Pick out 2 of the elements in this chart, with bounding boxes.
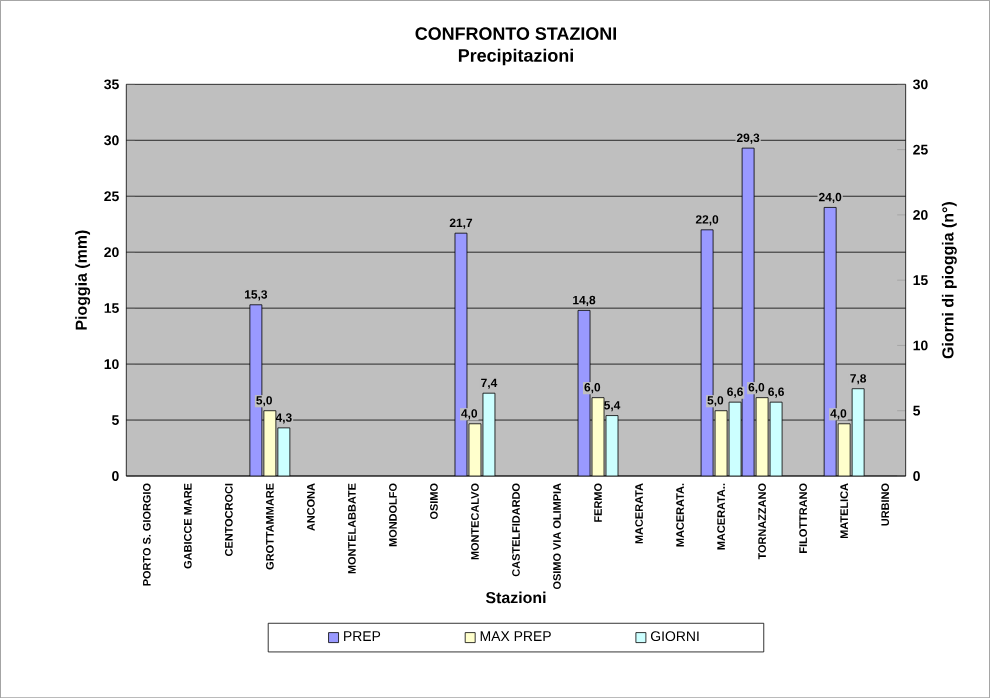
chart-title: CONFRONTO STAZIONI bbox=[415, 27, 616, 40]
chart-subtitle: Precipitazioni bbox=[458, 48, 573, 66]
